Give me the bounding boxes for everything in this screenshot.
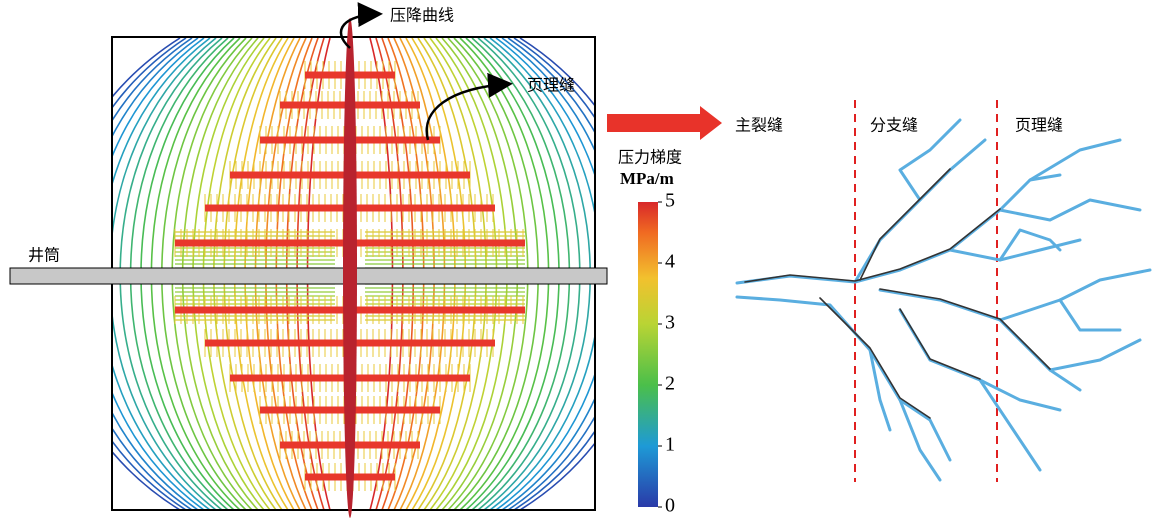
tick-label: 5: [665, 190, 675, 212]
label: 井筒: [28, 246, 60, 265]
zone-label: 页理缝: [1015, 116, 1063, 135]
colorbar-title: 压力梯度: [618, 148, 682, 167]
wellbore: [10, 268, 607, 284]
tick-label: 4: [665, 251, 675, 273]
zone-label: 主裂缝: [735, 116, 783, 135]
tick-label: 1: [665, 434, 675, 456]
fracture-network: [737, 120, 1150, 480]
colorbar: [638, 202, 658, 507]
main-fracture: [343, 18, 357, 518]
arrow: [607, 106, 722, 140]
label: 页理缝: [527, 76, 575, 95]
tick-label: 3: [665, 312, 675, 334]
tick-label: 0: [665, 495, 675, 517]
figure: 压降曲线 页理缝 井筒 压力梯度 MPa/m 0 1 2 3 4 5 主裂缝 分支缝 页理…: [0, 0, 1155, 518]
label: 压降曲线: [390, 6, 454, 25]
zone-label: 分支缝: [870, 116, 918, 135]
colorbar-unit: MPa/m: [620, 169, 674, 188]
colorbar-ticks: 0 1 2 3 4 5: [658, 190, 675, 517]
tick-label: 2: [665, 373, 675, 395]
